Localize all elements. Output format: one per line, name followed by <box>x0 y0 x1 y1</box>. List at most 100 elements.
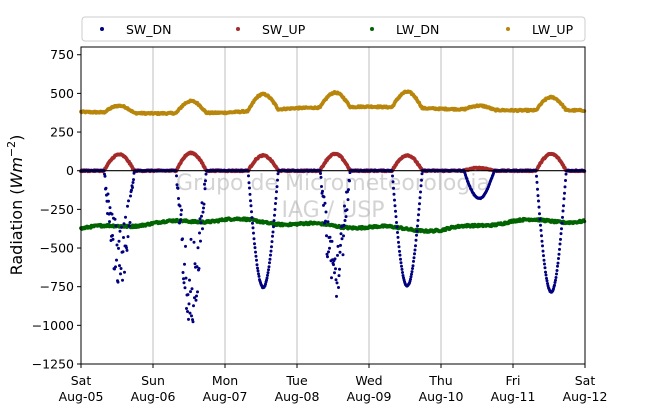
sw-dn-point <box>537 199 540 203</box>
sw-dn-point <box>200 214 203 218</box>
sw-dn-point <box>108 206 112 210</box>
sw-dn-point <box>399 257 402 261</box>
sw-dn-point <box>535 180 539 184</box>
sw-dn-point <box>558 247 561 251</box>
sw-dn-point <box>187 302 191 306</box>
sw-dn-point <box>269 253 272 257</box>
sw-dn-point <box>175 174 178 178</box>
sw-dn-point <box>413 252 416 256</box>
plot-series <box>79 89 587 324</box>
series-LW_UP <box>79 89 587 116</box>
sw-dn-point <box>338 250 342 254</box>
sw-dn-point <box>186 310 189 313</box>
y-tick-label: 750 <box>50 47 74 62</box>
sw-dn-point <box>561 215 564 219</box>
sw-dn-point <box>178 204 182 208</box>
sw-dn-point <box>117 246 120 250</box>
sw-dn-point <box>115 258 118 262</box>
sw-dn-point <box>398 253 402 257</box>
y-tick-label: −1250 <box>32 357 74 372</box>
sw-dn-point <box>342 234 345 238</box>
sw-dn-point <box>556 261 560 265</box>
sw-dn-point <box>185 307 188 310</box>
sw-dn-point <box>545 279 549 283</box>
sw-dn-point <box>559 237 562 241</box>
sw-dn-point <box>545 276 548 280</box>
sw-dn-point <box>204 172 208 176</box>
x-tick-date: Aug-11 <box>491 389 536 404</box>
sw-dn-point <box>253 246 257 250</box>
sw-dn-point <box>248 192 252 196</box>
sw-dn-point <box>188 311 192 315</box>
sw-dn-point <box>564 172 568 176</box>
sw-dn-point <box>118 264 121 268</box>
sw-dn-point <box>344 215 348 219</box>
sw-dn-point <box>121 250 125 254</box>
sw-dn-point <box>251 226 255 230</box>
sw-dn-point <box>118 229 122 233</box>
sw-dn-point <box>540 239 544 243</box>
sw-dn-point <box>554 278 557 282</box>
sw-dn-point <box>337 274 341 278</box>
sw-dn-point <box>111 234 114 237</box>
sw-dn-point <box>391 180 395 184</box>
sw-dn-point <box>125 248 129 252</box>
sw-dn-point <box>342 223 346 227</box>
sw-dn-point <box>339 232 343 236</box>
legend-box <box>81 16 586 42</box>
sw-dn-point <box>330 239 334 243</box>
sw-dn-point <box>271 234 274 238</box>
sw-dn-point <box>343 219 347 222</box>
sw-dn-point <box>178 221 181 225</box>
sw-dn-point <box>391 174 394 178</box>
sw-dn-point <box>183 286 187 290</box>
sw-dn-point <box>250 210 253 214</box>
sw-dn-point <box>184 276 188 280</box>
sw-dn-point <box>111 237 115 241</box>
legend-label-LW_UP: LW_UP <box>532 22 574 37</box>
sw-dn-point <box>541 249 545 253</box>
sw-dn-point <box>117 239 121 243</box>
sw-dn-point <box>339 243 342 247</box>
sw-dn-point <box>341 253 345 257</box>
sw-dn-point <box>195 294 198 298</box>
sw-dn-point <box>346 198 350 202</box>
sw-dn-point <box>275 190 278 194</box>
sw-dn-point <box>538 212 541 216</box>
sw-dn-point <box>252 237 256 241</box>
sw-dn-point <box>319 175 323 179</box>
sw-dn-point <box>335 281 339 285</box>
sw-dn-point <box>176 186 180 190</box>
sw-dn-point <box>401 271 404 274</box>
sw-dn-point <box>538 217 542 221</box>
sw-dn-point <box>340 237 344 241</box>
sw-dn-point <box>270 240 274 244</box>
sw-dn-point <box>115 243 119 247</box>
sw-dn-point <box>392 192 396 196</box>
sw-dn-point <box>397 245 401 249</box>
sw-dn-point <box>104 186 108 190</box>
sw-dn-point <box>322 203 325 207</box>
legend-label-SW_UP: SW_UP <box>262 22 306 37</box>
sw-dn-point <box>193 262 197 266</box>
sw-dn-point <box>130 188 133 192</box>
sw-dn-point <box>325 234 328 238</box>
sw-dn-point <box>267 268 270 272</box>
sw-dn-point <box>327 250 330 254</box>
sw-dn-point <box>116 280 120 284</box>
legend-label-LW_DN: LW_DN <box>396 22 439 37</box>
sw-dn-point <box>416 224 419 228</box>
sw-dn-point <box>267 265 271 269</box>
y-tick-label: −250 <box>40 202 74 217</box>
sw-dn-point <box>559 232 563 236</box>
sw-dn-point <box>198 217 202 221</box>
sw-dn-point <box>182 277 185 281</box>
y-tick-label: −500 <box>40 241 74 256</box>
sw-dn-point <box>415 233 418 237</box>
sw-dn-point <box>273 208 277 211</box>
sw-dn-point <box>193 296 196 300</box>
sw-dn-point <box>562 197 566 201</box>
y-tick-label: 0 <box>66 163 74 178</box>
sw-dn-point <box>126 204 129 208</box>
sw-dn-point <box>334 278 338 282</box>
